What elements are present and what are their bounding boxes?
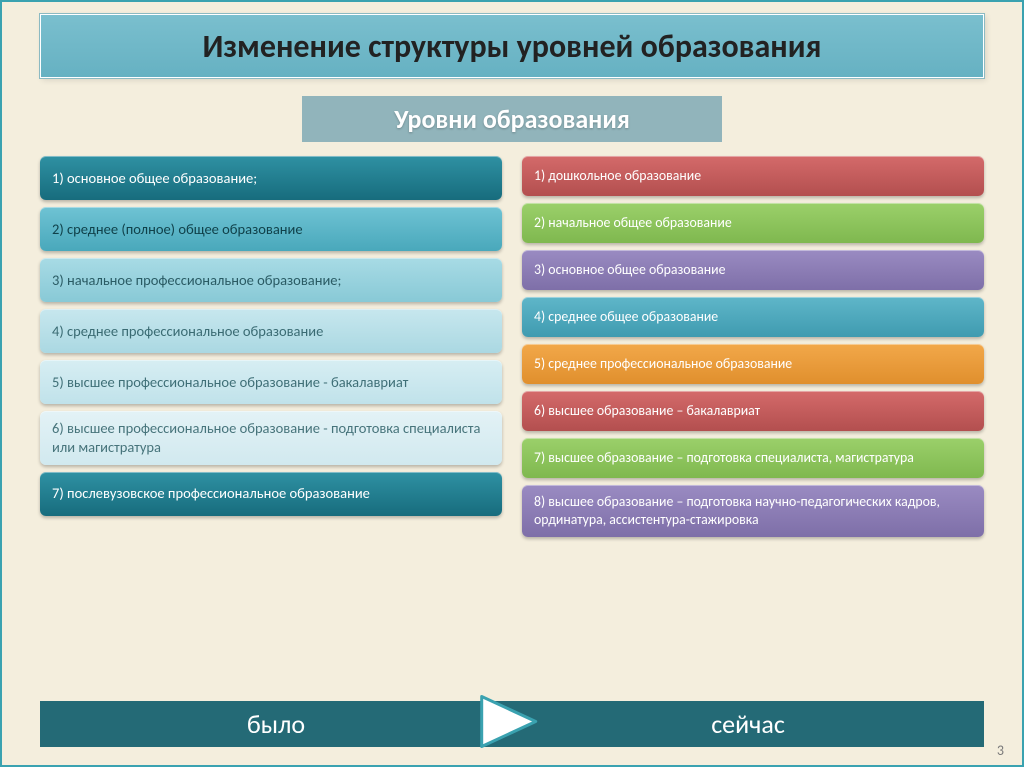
right-item-label: 3) основное общее образование [534, 261, 726, 279]
right-item: 5) среднее профессиональное образование [522, 344, 984, 384]
bottom-left-label: было [40, 708, 512, 740]
left-item-label: 2) среднее (полное) общее образование [52, 220, 303, 239]
arrow-icon [476, 691, 542, 758]
bottom-right-label: сейчас [512, 708, 984, 740]
subtitle-bar: Уровни образования [302, 96, 722, 142]
columns: 1) основное общее образование; 2) среднее… [40, 156, 984, 687]
right-item: 1) дошкольное образование [522, 156, 984, 196]
left-item: 6) высшее профессиональное образование -… [40, 411, 502, 465]
right-item: 4) среднее общее образование [522, 297, 984, 337]
right-item-label: 4) среднее общее образование [534, 308, 718, 326]
right-item: 3) основное общее образование [522, 250, 984, 290]
left-item: 4) среднее профессиональное образование [40, 309, 502, 353]
right-item-label: 1) дошкольное образование [534, 167, 701, 185]
left-item-label: 5) высшее профессиональное образование -… [52, 373, 408, 392]
title-bar: Изменение структуры уровней образования [40, 14, 984, 78]
left-item-label: 3) начальное профессиональное образовани… [52, 271, 341, 290]
left-item-label: 7) послевузовское профессиональное образ… [52, 484, 370, 503]
right-item: 2) начальное общее образование [522, 203, 984, 243]
left-item: 2) среднее (полное) общее образование [40, 207, 502, 251]
left-item-label: 1) основное общее образование; [52, 169, 257, 188]
left-item: 1) основное общее образование; [40, 156, 502, 200]
bottom-bar: было сейчас [40, 701, 984, 747]
left-item: 5) высшее профессиональное образование -… [40, 360, 502, 404]
page-number: 3 [997, 742, 1004, 759]
right-item-label: 7) высшее образование – подготовка специ… [534, 449, 914, 467]
left-column: 1) основное общее образование; 2) среднее… [40, 156, 502, 687]
right-column: 1) дошкольное образование 2) начальное об… [522, 156, 984, 687]
left-item-label: 4) среднее профессиональное образование [52, 322, 323, 341]
subtitle-text: Уровни образования [394, 103, 630, 135]
right-item-label: 8) высшее образование – подготовка научн… [534, 493, 972, 529]
right-item-label: 2) начальное общее образование [534, 214, 732, 232]
slide: Изменение структуры уровней образования … [0, 0, 1024, 767]
right-item-label: 6) высшее образование – бакалавриат [534, 402, 760, 420]
right-item: 7) высшее образование – подготовка специ… [522, 438, 984, 478]
left-item: 3) начальное профессиональное образовани… [40, 258, 502, 302]
right-item: 6) высшее образование – бакалавриат [522, 391, 984, 431]
left-item-label: 6) высшее профессиональное образование -… [52, 419, 490, 457]
left-item: 7) послевузовское профессиональное образ… [40, 472, 502, 516]
right-item-label: 5) среднее профессиональное образование [534, 355, 792, 373]
right-item: 8) высшее образование – подготовка научн… [522, 485, 984, 537]
title-text: Изменение структуры уровней образования [203, 27, 822, 66]
